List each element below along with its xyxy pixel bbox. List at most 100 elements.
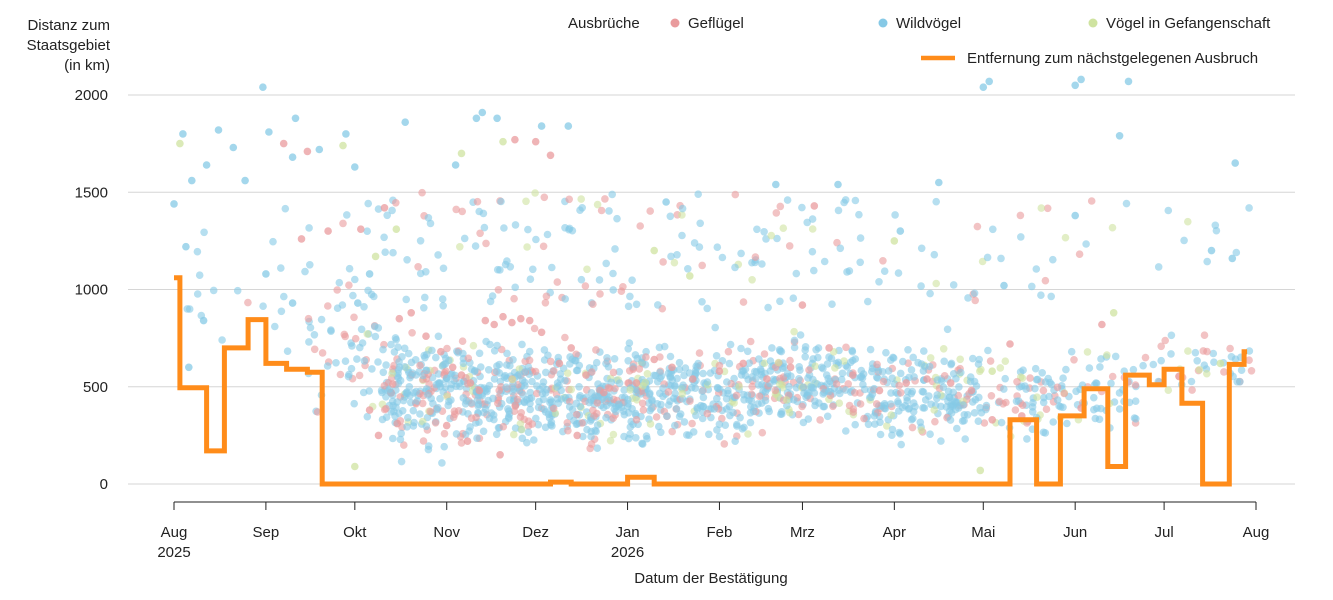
cloud-point-215	[421, 293, 429, 302]
cloud-point-879	[748, 276, 756, 284]
cloud-point-1348	[932, 197, 940, 206]
cloud-point-851	[739, 298, 748, 306]
cloud-point-256	[445, 356, 453, 365]
point-series0-27	[600, 388, 608, 397]
cloud-point-843	[587, 427, 595, 436]
cloud-point-1215	[779, 224, 788, 232]
cloud-point-1692	[1203, 369, 1211, 378]
cloud-point-1042	[713, 243, 722, 251]
cloud-point-1561	[1037, 291, 1045, 300]
cloud-point-239	[399, 396, 408, 405]
cloud-point-291	[524, 225, 532, 234]
cloud-point-1792	[259, 302, 267, 311]
y-axis-label-line-2: Staatsgebiet	[27, 37, 111, 54]
cloud-point-1015	[703, 378, 712, 386]
cloud-point-961	[683, 431, 691, 439]
x-tick-label-5: Jan	[615, 524, 639, 541]
cloud-point-255	[443, 344, 451, 353]
cloud-point-244	[440, 429, 449, 438]
cloud-point-740	[656, 353, 664, 361]
cloud-point-1722	[374, 358, 382, 366]
cloud-point-415	[476, 229, 484, 238]
cloud-point-1459	[880, 267, 889, 276]
cloud-point-915	[753, 225, 761, 234]
cloud-point-859	[695, 349, 704, 357]
cloud-point-498	[522, 197, 530, 206]
cloud-point-564	[475, 207, 484, 216]
cloud-point-530	[510, 294, 518, 303]
point-series0-11	[457, 371, 466, 379]
cloud-point-760	[654, 301, 662, 309]
cloud-point-597	[595, 276, 604, 284]
cloud-point-699	[666, 352, 675, 361]
cloud-point-1585	[1013, 378, 1021, 386]
cloud-point-742	[602, 413, 610, 422]
cloud-point-127	[421, 353, 429, 362]
cloud-point-59	[418, 188, 426, 197]
cloud-point-132	[378, 415, 387, 424]
cloud-point-1753	[338, 301, 347, 309]
cloud-point-1252	[790, 343, 799, 352]
cloud-point-908	[684, 265, 692, 273]
cloud-point-104	[400, 441, 408, 449]
cloud-point-1041	[706, 369, 715, 377]
cloud-point-1261	[771, 386, 780, 395]
cloud-point-563	[565, 403, 574, 411]
cloud-point-1010	[715, 420, 724, 429]
cloud-point-1230	[768, 344, 776, 352]
cloud-point-955	[694, 190, 702, 198]
cloud-point-1447	[959, 401, 967, 409]
cloud-point-1090	[842, 343, 850, 352]
cloud-point-1333	[896, 369, 905, 378]
cloud-point-529	[524, 417, 533, 426]
cloud-point-295	[563, 419, 572, 427]
cloud-point-462	[542, 292, 551, 301]
cloud-point-626	[633, 396, 641, 404]
point-series0-6	[395, 314, 404, 323]
cloud-point-1618	[1115, 405, 1124, 413]
cloud-point-943	[713, 394, 721, 403]
cloud-point-1510	[1039, 428, 1048, 437]
cloud-point-259	[451, 410, 459, 419]
cloud-point-1560	[1000, 385, 1008, 393]
cloud-point-1476	[921, 362, 929, 371]
cloud-point-414	[540, 346, 549, 354]
cloud-point-303	[523, 243, 531, 251]
cloud-point-1455	[873, 360, 881, 369]
cloud-point-237	[452, 382, 460, 391]
cloud-point-1695	[1195, 365, 1204, 374]
point-series2-12	[351, 462, 359, 471]
cloud-point-569	[549, 404, 558, 413]
cloud-point-1463	[945, 393, 954, 402]
point-series0-38	[825, 344, 833, 352]
x-tick-label-8: Apr	[883, 524, 906, 541]
cloud-point-501	[510, 430, 518, 439]
cloud-point-1021	[711, 323, 719, 332]
cloud-point-1225	[851, 355, 860, 363]
cloud-point-1355	[955, 383, 963, 391]
cloud-point-1761	[323, 362, 332, 370]
cloud-point-678	[642, 347, 650, 356]
cloud-point-1222	[782, 396, 791, 404]
point-series0-3	[297, 235, 306, 243]
cloud-point-1655	[1203, 257, 1211, 266]
cloud-point-957	[675, 412, 684, 421]
cloud-point-1393	[870, 412, 879, 420]
point-series1-6	[229, 143, 238, 152]
cloud-point-1032	[732, 391, 741, 400]
cloud-point-1536	[1049, 255, 1057, 264]
cloud-point-449	[473, 434, 481, 443]
cloud-point-1733	[351, 275, 359, 284]
cloud-point-209	[459, 359, 468, 368]
cloud-point-589	[520, 397, 528, 406]
point-series1-16	[451, 161, 460, 169]
cloud-point-247	[440, 442, 449, 451]
cloud-point-824	[671, 381, 679, 390]
point-series0-31	[689, 375, 697, 383]
point-series1-11	[291, 114, 300, 123]
cloud-point-99	[434, 332, 443, 341]
cloud-point-1694	[1200, 331, 1209, 340]
cloud-point-621	[608, 190, 616, 199]
cloud-point-224	[434, 403, 442, 412]
point-series0-9	[437, 347, 445, 356]
